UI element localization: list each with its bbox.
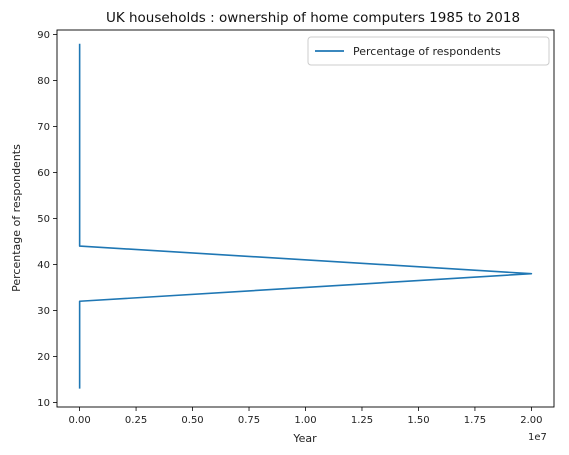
y-tick-label: 10 — [37, 398, 50, 409]
x-axis-label: Year — [292, 432, 317, 445]
chart-title: UK households : ownership of home comput… — [106, 10, 520, 26]
x-tick-label: 0.50 — [181, 415, 203, 426]
y-tick-label: 90 — [37, 30, 50, 41]
y-tick-label: 70 — [37, 122, 50, 133]
x-tick-label: 1.50 — [407, 415, 429, 426]
y-axis-label: Percentage of respondents — [10, 144, 23, 292]
legend-box — [307, 36, 550, 66]
series-line — [78, 43, 533, 389]
y-tick-label: 60 — [37, 168, 50, 179]
y-tick-label: 20 — [37, 352, 50, 363]
x-tick-label: 0.25 — [125, 415, 147, 426]
y-tick-label: 40 — [37, 260, 50, 271]
x-axis-offset-label: 1e7 — [528, 432, 547, 443]
x-tick-label: 1.00 — [294, 415, 316, 426]
x-tick-label: 0.00 — [68, 415, 90, 426]
legend-entry: Percentage of respondents — [353, 45, 501, 58]
x-axis: 0.00 0.25 0.50 0.75 1.00 1.25 1.50 1.75 2.00 — [68, 407, 543, 426]
y-axis: 10 20 30 40 50 60 70 80 90 — [37, 30, 57, 409]
x-tick-label: 0.75 — [238, 415, 260, 426]
legend: Percentage of respondents — [307, 36, 550, 66]
x-tick-label: 1.25 — [351, 415, 373, 426]
y-tick-label: 50 — [37, 214, 50, 225]
plot-frame — [56, 29, 555, 408]
y-tick-label: 80 — [37, 76, 50, 87]
x-tick-label: 2.00 — [520, 415, 542, 426]
x-tick-label: 1.75 — [464, 415, 486, 426]
y-tick-label: 30 — [37, 306, 50, 317]
plot-area — [56, 29, 555, 408]
